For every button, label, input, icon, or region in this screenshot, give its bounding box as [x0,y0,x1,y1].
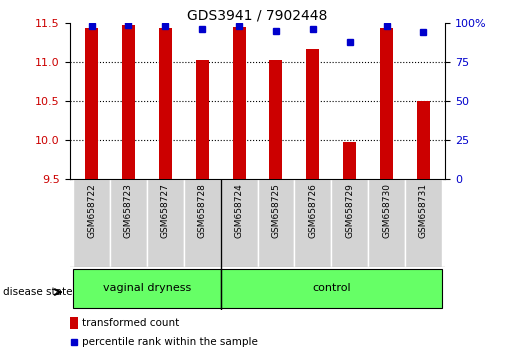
Bar [306,49,319,179]
Bar [405,179,442,267]
Text: GSM658731: GSM658731 [419,183,428,238]
Text: transformed count: transformed count [81,318,179,328]
Bar [331,179,368,267]
Bar [258,179,295,267]
Text: GSM658728: GSM658728 [198,183,207,238]
Bar [70,317,78,329]
Bar [269,61,282,179]
Bar [147,179,184,267]
Bar [122,24,135,179]
Bar [417,101,430,179]
Text: vaginal dryness: vaginal dryness [103,282,191,293]
Bar [233,27,246,179]
Text: disease state: disease state [3,287,72,297]
Text: GSM658725: GSM658725 [271,183,281,238]
Bar [220,269,442,308]
Text: control: control [312,282,351,293]
Bar [343,142,356,179]
Text: percentile rank within the sample: percentile rank within the sample [81,337,258,347]
Bar [368,179,405,267]
Text: GSM658730: GSM658730 [382,183,391,238]
Bar [380,28,393,179]
Text: GSM658723: GSM658723 [124,183,133,238]
Bar [73,269,220,308]
Bar [220,179,258,267]
Bar [73,179,110,267]
Bar [110,179,147,267]
Bar [85,28,98,179]
Text: GSM658724: GSM658724 [234,183,244,238]
Text: GSM658729: GSM658729 [345,183,354,238]
Bar [196,61,209,179]
Text: GDS3941 / 7902448: GDS3941 / 7902448 [187,9,328,23]
Text: GSM658726: GSM658726 [308,183,317,238]
Bar [159,28,172,179]
Bar [295,179,331,267]
Text: GSM658727: GSM658727 [161,183,170,238]
Text: GSM658722: GSM658722 [87,183,96,238]
Bar [184,179,220,267]
